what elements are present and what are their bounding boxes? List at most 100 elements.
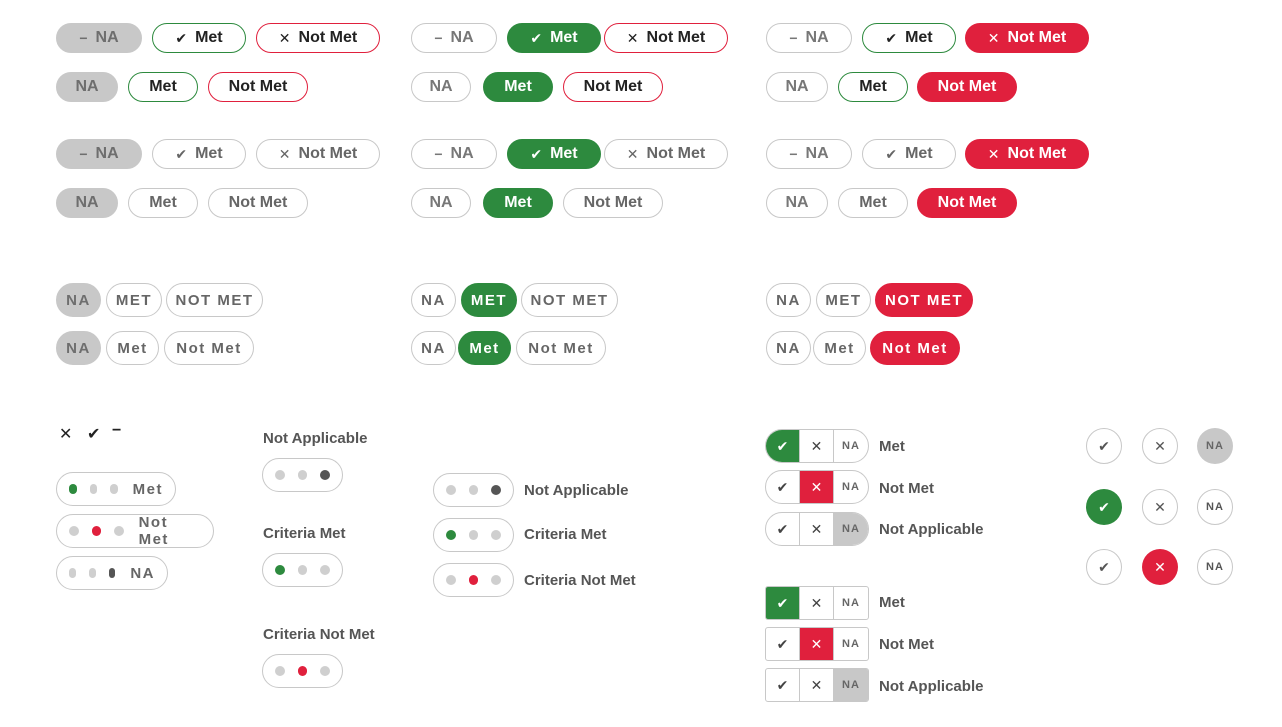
na-button[interactable]: NA [411, 283, 456, 317]
met-button[interactable]: Met [458, 331, 511, 365]
not-met-button[interactable]: ✕ Not Met [256, 139, 380, 169]
na-button[interactable]: NA [56, 72, 118, 102]
not-met-button[interactable]: Not Met [917, 72, 1017, 102]
check-icon[interactable]: ✔ [766, 587, 800, 619]
met-button[interactable]: Met [483, 188, 553, 218]
cross-icon[interactable]: ✕ [800, 430, 834, 462]
na-segment[interactable]: NA [834, 669, 868, 701]
na-segmented-control[interactable]: ✔ ✕ NA [765, 668, 869, 702]
met-button[interactable]: ✔ Met [507, 139, 601, 169]
na-button[interactable]: − NA [766, 139, 852, 169]
not-applicable-dot-selector[interactable] [433, 473, 514, 507]
not-met-button[interactable]: Not Met [917, 188, 1017, 218]
not-met-button[interactable]: ✕ Not Met [604, 23, 728, 53]
check-icon[interactable]: ✔ [766, 669, 800, 701]
cross-icon[interactable]: ✕ [1142, 428, 1178, 464]
not-met-button[interactable]: ✕ Not Met [965, 139, 1089, 169]
na-button[interactable]: − NA [411, 23, 497, 53]
not-met-button[interactable]: Not Met [516, 331, 606, 365]
na-button[interactable]: NA [766, 283, 811, 317]
not-met-button[interactable]: ✕ Not Met [256, 23, 380, 53]
met-button[interactable]: MET [461, 283, 517, 317]
cross-icon[interactable]: ✕ [800, 587, 834, 619]
check-icon[interactable]: ✔ [766, 628, 800, 660]
not-applicable-label: Not Applicable [263, 430, 368, 447]
na-button[interactable]: NA [766, 188, 828, 218]
na-segment[interactable]: NA [842, 481, 860, 493]
not-met-button[interactable]: Not Met [208, 72, 308, 102]
na-button[interactable]: NA [766, 331, 811, 365]
not-met-button[interactable]: Not Met [164, 331, 254, 365]
cross-icon[interactable]: ✕ [1142, 489, 1178, 525]
check-icon[interactable]: ✔ [766, 430, 800, 462]
na-button[interactable]: NA [56, 331, 101, 365]
met-button[interactable]: ✔ Met [152, 139, 246, 169]
cross-icon[interactable]: ✕ [800, 628, 834, 660]
na-segment[interactable]: NA [842, 440, 860, 452]
na-segment[interactable]: NA [834, 513, 868, 545]
met-button[interactable]: ✔ Met [152, 23, 246, 53]
na-button[interactable]: − NA [766, 23, 852, 53]
not-met-dot-selector[interactable]: Not Met [56, 514, 214, 548]
met-button[interactable]: Met [813, 331, 866, 365]
na-button[interactable]: − NA [56, 139, 142, 169]
check-icon[interactable]: ✔ [1086, 489, 1122, 525]
cross-icon[interactable]: ✕ [800, 471, 834, 503]
met-button[interactable]: ✔ Met [862, 139, 956, 169]
not-met-button[interactable]: Not Met [563, 188, 663, 218]
na-button[interactable]: NA [411, 188, 471, 218]
not-applicable-dot-selector[interactable] [262, 458, 343, 492]
met-button[interactable]: Met [128, 188, 198, 218]
met-segmented-control[interactable]: ✔ ✕ NA [765, 429, 869, 463]
met-button[interactable]: ✔ Met [507, 23, 601, 53]
cross-icon[interactable]: ✕ [800, 513, 834, 545]
met-button[interactable]: MET [106, 283, 162, 317]
na-button[interactable]: − NA [56, 23, 142, 53]
na-segmented-control[interactable]: ✔ ✕ NA [765, 512, 869, 546]
not-met-button[interactable]: NOT MET [521, 283, 618, 317]
na-button[interactable]: NA [411, 331, 456, 365]
criteria-met-dot-selector[interactable] [433, 518, 514, 552]
criteria-not-met-dot-selector[interactable] [262, 654, 343, 688]
na-button[interactable]: NA [56, 188, 118, 218]
check-icon: ✔ [175, 30, 188, 46]
not-met-button[interactable]: NOT MET [875, 283, 973, 317]
not-met-button[interactable]: Not Met [870, 331, 960, 365]
check-icon[interactable]: ✔ [766, 471, 800, 503]
not-met-segmented-control[interactable]: ✔ ✕ NA [765, 627, 869, 661]
check-icon[interactable]: ✔ [1086, 428, 1122, 464]
met-segmented-control[interactable]: ✔ ✕ NA [765, 586, 869, 620]
na-circle-button[interactable]: NA [1197, 428, 1233, 464]
cross-icon: ✕ [59, 426, 73, 443]
criteria-met-dot-selector[interactable] [262, 553, 343, 587]
not-met-segmented-control[interactable]: ✔ ✕ NA [765, 470, 869, 504]
not-met-button[interactable]: NOT MET [166, 283, 263, 317]
not-met-button[interactable]: ✕ Not Met [965, 23, 1089, 53]
not-met-button[interactable]: Not Met [208, 188, 308, 218]
na-segment[interactable]: NA [842, 638, 860, 650]
na-button[interactable]: NA [411, 72, 471, 102]
na-segment[interactable]: NA [842, 597, 860, 609]
na-dot-selector[interactable]: NA [56, 556, 168, 590]
met-button[interactable]: Met [128, 72, 198, 102]
met-button[interactable]: Met [483, 72, 553, 102]
not-met-button[interactable]: Not Met [563, 72, 663, 102]
cross-icon[interactable]: ✕ [1142, 549, 1178, 585]
met-button[interactable]: ✔ Met [862, 23, 956, 53]
cross-icon[interactable]: ✕ [800, 669, 834, 701]
criteria-not-met-dot-selector[interactable] [433, 563, 514, 597]
check-icon[interactable]: ✔ [766, 513, 800, 545]
met-button[interactable]: MET [816, 283, 871, 317]
not-met-label: Not Met [879, 480, 934, 497]
met-button[interactable]: Met [838, 72, 908, 102]
met-dot-selector[interactable]: Met [56, 472, 176, 506]
met-button[interactable]: Met [106, 331, 159, 365]
na-button[interactable]: NA [56, 283, 101, 317]
not-met-button[interactable]: ✕ Not Met [604, 139, 728, 169]
met-button[interactable]: Met [838, 188, 908, 218]
check-icon[interactable]: ✔ [1086, 549, 1122, 585]
na-button[interactable]: NA [766, 72, 828, 102]
na-button[interactable]: − NA [411, 139, 497, 169]
na-circle-button[interactable]: NA [1197, 549, 1233, 585]
na-circle-button[interactable]: NA [1197, 489, 1233, 525]
